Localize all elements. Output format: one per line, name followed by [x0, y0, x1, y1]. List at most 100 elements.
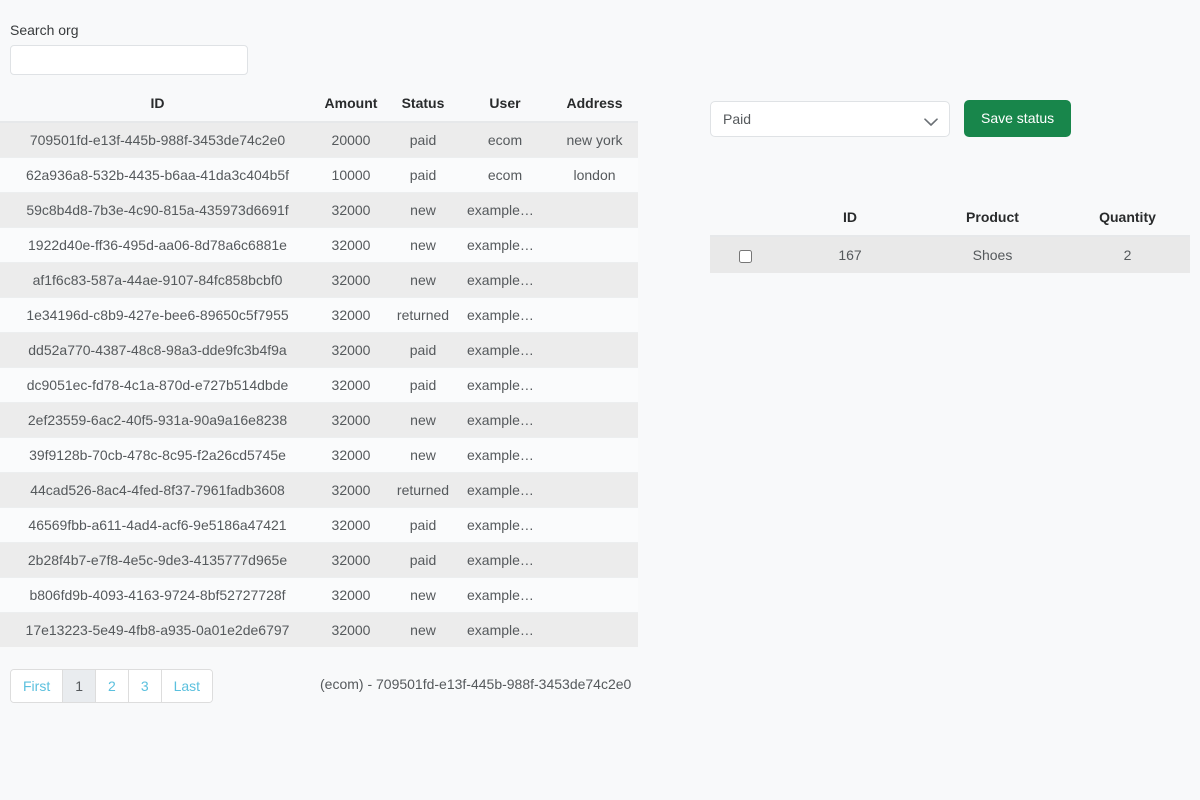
order-user-cell: exampleUser — [459, 437, 551, 473]
order-amount-cell: 32000 — [315, 367, 387, 403]
status-select[interactable]: PaidNewReturned — [710, 100, 950, 137]
order-user-cell: exampleUser — [459, 507, 551, 543]
table-row[interactable]: 62a936a8-532b-4435-b6aa-41da3c404b5f 1000… — [0, 157, 638, 193]
orders-col-user[interactable]: User — [459, 87, 551, 123]
order-user-cell: exampleUser — [459, 332, 551, 368]
orders-col-status[interactable]: Status — [387, 87, 459, 123]
table-row[interactable]: 17e13223-5e49-4fb8-a935-0a01e2de6797 3200… — [0, 612, 638, 647]
order-user-cell: exampleUser — [459, 402, 551, 438]
order-status-cell: paid — [387, 542, 459, 578]
table-row[interactable]: 1922d40e-ff36-495d-aa06-8d78a6c6881e 3200… — [0, 227, 638, 263]
order-id-cell: 709501fd-e13f-445b-988f-3453de74c2e0 — [0, 121, 315, 158]
table-row[interactable]: dd52a770-4387-48c8-98a3-dde9fc3b4f9a 3200… — [0, 332, 638, 368]
order-amount-cell: 32000 — [315, 507, 387, 543]
orders-table-body: 709501fd-e13f-445b-988f-3453de74c2e0 2000… — [0, 121, 638, 647]
table-row[interactable]: 39f9128b-70cb-478c-8c95-f2a26cd5745e 3200… — [0, 437, 638, 473]
order-amount-cell: 32000 — [315, 472, 387, 508]
products-table-head: ID Product Quantity — [710, 201, 1190, 237]
order-address-cell: london — [551, 157, 638, 193]
order-id-cell: 2ef23559-6ac2-40f5-931a-90a9a16e8238 — [0, 402, 315, 438]
pagination-last[interactable]: Last — [161, 670, 213, 702]
product-row-checkbox[interactable] — [738, 249, 752, 263]
orders-col-amount[interactable]: Amount — [315, 87, 387, 123]
table-row[interactable]: 59c8b4d8-7b3e-4c90-815a-435973d6691f 3200… — [0, 192, 638, 228]
order-address-cell: new york — [551, 121, 638, 158]
order-user-cell: exampleUser — [459, 472, 551, 508]
order-amount-cell: 32000 — [315, 437, 387, 473]
search-org-input[interactable] — [10, 45, 248, 75]
order-user-cell: exampleUser — [459, 542, 551, 578]
order-address-cell — [551, 472, 638, 508]
order-id-cell: 1e34196d-c8b9-427e-bee6-89650c5f7955 — [0, 297, 315, 333]
order-id-cell: 2b28f4b7-e7f8-4e5c-9de3-4135777d965e — [0, 542, 315, 578]
order-amount-cell: 32000 — [315, 192, 387, 228]
table-row[interactable]: 44cad526-8ac4-4fed-8f37-7961fadb3608 3200… — [0, 472, 638, 508]
order-id-cell: 44cad526-8ac4-4fed-8f37-7961fadb3608 — [0, 472, 315, 508]
order-address-cell — [551, 507, 638, 543]
order-address-cell — [551, 192, 638, 228]
pagination-page-2[interactable]: 2 — [96, 670, 129, 702]
products-table: ID Product Quantity 167 Shoes 2 — [710, 201, 1190, 273]
pagination-page-1[interactable]: 1 — [63, 670, 97, 702]
order-id-cell: 1922d40e-ff36-495d-aa06-8d78a6c6881e — [0, 227, 315, 263]
order-status-cell: new — [387, 402, 459, 438]
table-row[interactable]: dc9051ec-fd78-4c1a-870d-e727b514dbde 3200… — [0, 367, 638, 403]
order-address-cell — [551, 262, 638, 298]
orders-col-id[interactable]: ID — [0, 87, 315, 123]
order-status-cell: paid — [387, 507, 459, 543]
order-id-cell: 17e13223-5e49-4fb8-a935-0a01e2de6797 — [0, 612, 315, 647]
pagination-page-3[interactable]: 3 — [128, 670, 162, 702]
save-status-button[interactable]: Save status — [964, 100, 1072, 137]
orders-table-head: ID Amount Status User Address — [0, 87, 638, 123]
order-amount-cell: 10000 — [315, 157, 387, 193]
orders-header-row: ID Amount Status User Address — [0, 87, 638, 123]
order-id-cell: 59c8b4d8-7b3e-4c90-815a-435973d6691f — [0, 192, 315, 228]
order-user-cell: ecom — [459, 157, 551, 193]
table-row[interactable]: 1e34196d-c8b9-427e-bee6-89650c5f7955 3200… — [0, 297, 638, 333]
products-col-id[interactable]: ID — [780, 201, 920, 237]
order-address-cell — [551, 542, 638, 578]
pagination: First 1 2 3 Last — [10, 669, 214, 703]
products-col-quantity[interactable]: Quantity — [1065, 201, 1190, 237]
order-amount-cell: 32000 — [315, 577, 387, 613]
order-status-cell: paid — [387, 367, 459, 403]
table-row[interactable]: 2b28f4b7-e7f8-4e5c-9de3-4135777d965e 3200… — [0, 542, 638, 578]
order-user-cell: exampleUser — [459, 192, 551, 228]
table-row[interactable]: b806fd9b-4093-4163-9724-8bf52727728f 3200… — [0, 577, 638, 613]
order-id-cell: dc9051ec-fd78-4c1a-870d-e727b514dbde — [0, 367, 315, 403]
product-id-cell: 167 — [780, 235, 920, 273]
order-id-cell: b806fd9b-4093-4163-9724-8bf52727728f — [0, 577, 315, 613]
products-col-product[interactable]: Product — [920, 201, 1065, 237]
table-row[interactable]: 2ef23559-6ac2-40f5-931a-90a9a16e8238 3200… — [0, 402, 638, 438]
order-address-cell — [551, 402, 638, 438]
table-row[interactable]: 709501fd-e13f-445b-988f-3453de74c2e0 2000… — [0, 121, 638, 158]
order-amount-cell: 32000 — [315, 227, 387, 263]
order-id-cell: af1f6c83-587a-44ae-9107-84fc858bcbf0 — [0, 262, 315, 298]
order-address-cell — [551, 577, 638, 613]
order-status-cell: paid — [387, 121, 459, 158]
order-detail-panel: PaidNewReturned Save status ID Product Q… — [710, 0, 1200, 273]
order-address-cell — [551, 367, 638, 403]
orders-col-address[interactable]: Address — [551, 87, 638, 123]
order-user-cell: exampleUser — [459, 367, 551, 403]
orders-panel: Search org ID Amount Status User Address… — [0, 0, 640, 705]
status-select-wrap: PaidNewReturned — [710, 100, 950, 137]
order-status-cell: new — [387, 437, 459, 473]
order-id-cell: dd52a770-4387-48c8-98a3-dde9fc3b4f9a — [0, 332, 315, 368]
selected-order-text: (ecom) - 709501fd-e13f-445b-988f-3453de7… — [320, 676, 632, 692]
pagination-first[interactable]: First — [11, 670, 64, 702]
orders-table: ID Amount Status User Address 709501fd-e… — [0, 87, 638, 647]
order-amount-cell: 32000 — [315, 542, 387, 578]
order-user-cell: exampleUser — [459, 297, 551, 333]
order-user-cell: exampleUser — [459, 577, 551, 613]
orders-footer: First 1 2 3 Last (ecom) - 709501fd-e13f-445b… — [0, 669, 640, 705]
product-name-cell: Shoes — [920, 235, 1065, 273]
order-amount-cell: 32000 — [315, 402, 387, 438]
table-row[interactable]: 46569fbb-a611-4ad4-acf6-9e5186a47421 3200… — [0, 507, 638, 543]
table-row[interactable]: af1f6c83-587a-44ae-9107-84fc858bcbf0 3200… — [0, 262, 638, 298]
order-status-cell: new — [387, 577, 459, 613]
order-id-cell: 39f9128b-70cb-478c-8c95-f2a26cd5745e — [0, 437, 315, 473]
table-row[interactable]: 167 Shoes 2 — [710, 235, 1190, 273]
order-user-cell: exampleUser — [459, 612, 551, 647]
